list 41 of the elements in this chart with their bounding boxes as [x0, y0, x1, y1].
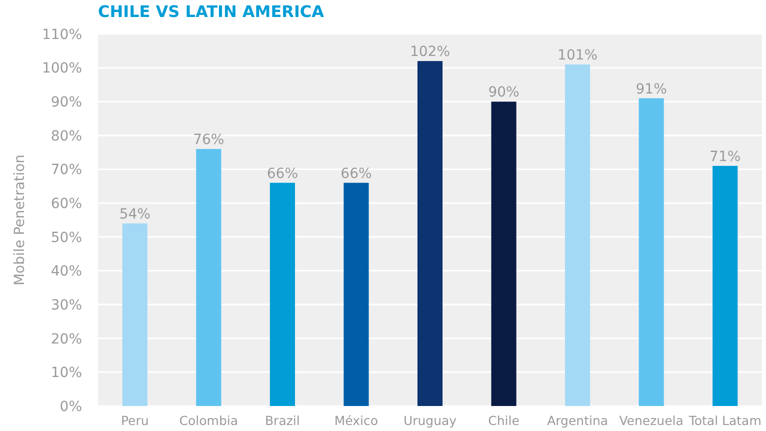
bar — [638, 98, 664, 406]
bar — [712, 166, 738, 406]
data-label: 66% — [266, 166, 298, 182]
y-tick-label: 70% — [50, 162, 82, 178]
y-tick-label: 0% — [60, 398, 82, 415]
x-tick-label: Uruguay — [403, 413, 458, 428]
y-tick-label: 80% — [50, 128, 82, 144]
x-tick-label: México — [334, 413, 378, 428]
x-tick-label: Total Latam — [688, 413, 762, 428]
x-tick-label: Venezuela — [619, 413, 684, 428]
y-tick-label: 90% — [50, 94, 82, 111]
y-tick-label: 30% — [50, 297, 82, 314]
chart-title: CHILE VS LATIN AMERICA — [98, 2, 325, 21]
y-tick-label: 60% — [50, 196, 82, 212]
bar — [565, 64, 590, 406]
y-tick-label: 50% — [50, 230, 82, 246]
bar — [344, 182, 369, 406]
x-tick-label: Argentina — [547, 413, 608, 428]
x-tick-label: Chile — [488, 413, 520, 428]
data-label: 54% — [119, 206, 150, 222]
y-tick-label: 20% — [50, 331, 82, 348]
bar — [122, 223, 148, 406]
bar — [270, 182, 295, 406]
data-label: 102% — [410, 44, 450, 60]
y-axis-title: Mobile Penetration — [12, 154, 28, 286]
y-tick-label: 10% — [50, 365, 82, 382]
x-tick-label: Peru — [120, 413, 149, 428]
data-label: 91% — [636, 81, 667, 98]
data-label: 71% — [710, 148, 741, 165]
y-tick-label: 100% — [42, 60, 82, 77]
data-label: 101% — [558, 47, 598, 64]
data-label: 66% — [340, 166, 372, 182]
bar — [417, 61, 443, 406]
bar — [196, 148, 222, 406]
bar — [491, 102, 516, 406]
x-tick-label: Colombia — [179, 413, 238, 428]
x-tick-label: Brazil — [265, 413, 300, 428]
data-label: 90% — [488, 84, 520, 101]
data-label: 76% — [193, 132, 224, 148]
y-tick-label: 110% — [42, 26, 82, 43]
y-tick-label: 40% — [50, 264, 82, 280]
